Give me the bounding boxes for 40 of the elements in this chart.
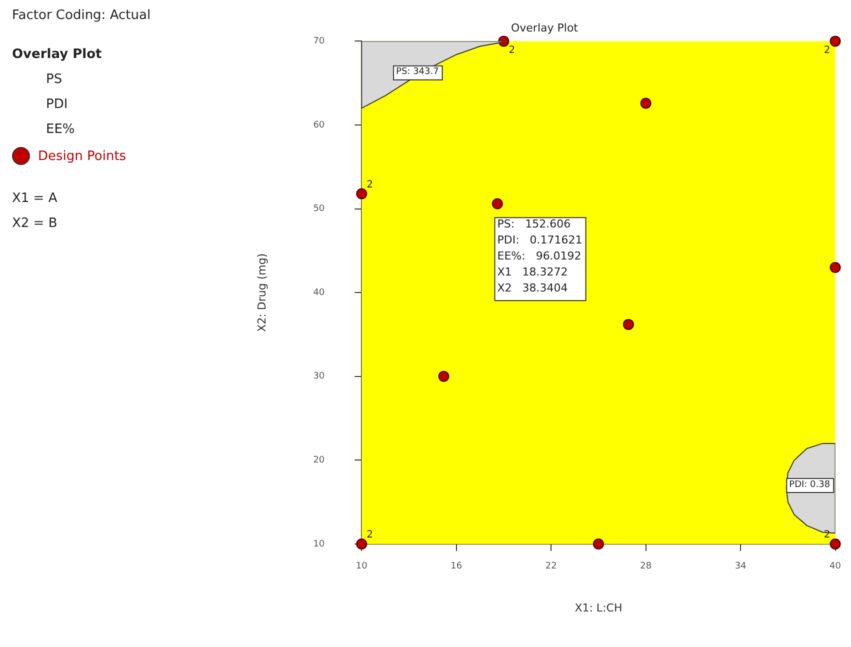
- text: EE%: [45, 122, 76, 137]
- annotation: 2: [366, 179, 374, 190]
- x-axis-title: X1: L:CH: [574, 601, 622, 614]
- text: Factor Coding: Actual: [12, 8, 152, 23]
- x-tick-label: 10: [356, 562, 368, 572]
- text: PS: [45, 72, 64, 87]
- point: [592, 538, 604, 550]
- series-label: PDI: 0.38: [789, 480, 830, 490]
- annotation: 2: [824, 530, 830, 541]
- y-tick-label: 40: [313, 288, 325, 298]
- annotation: PS: 152.606 PDI: 0.171621 EE%: 96.0192 X1 18.3272 X2 38.3404: [497, 218, 582, 295]
- text: X1 = A: [12, 191, 58, 206]
- y-axis-title: X2: Drug (mg): [255, 253, 268, 332]
- series-label: PS: 343.7: [396, 67, 439, 78]
- legend-title: Overlay Plot: [12, 47, 103, 62]
- chart-title: Overlay Plot: [511, 21, 579, 34]
- x-tick-label: 34: [734, 562, 747, 572]
- annotation: 2: [508, 44, 516, 56]
- text: PDI: [45, 97, 69, 112]
- y-tick-label: 50: [313, 204, 325, 214]
- y-tick-label: 10: [313, 539, 325, 550]
- x-tick-label: 22: [545, 562, 557, 572]
- annotation: 2: [366, 530, 374, 541]
- point: [830, 262, 841, 273]
- y-tick-label: 60: [313, 120, 325, 130]
- point: [622, 318, 634, 330]
- point: [356, 188, 368, 200]
- point: [438, 370, 450, 382]
- y-tick-label: 70: [313, 36, 325, 47]
- point: [492, 198, 503, 210]
- legend-label: Design Points: [38, 148, 126, 164]
- point: [830, 36, 841, 47]
- annotation: 2: [824, 44, 830, 56]
- y-tick-label: 20: [313, 456, 325, 466]
- point: [640, 98, 652, 109]
- x-tick-label: 28: [640, 562, 652, 572]
- x-tick-label: 40: [830, 562, 842, 572]
- y-tick-label: 30: [313, 372, 325, 382]
- text: X2 = B: [12, 216, 58, 231]
- x-tick-label: 16: [450, 562, 462, 572]
